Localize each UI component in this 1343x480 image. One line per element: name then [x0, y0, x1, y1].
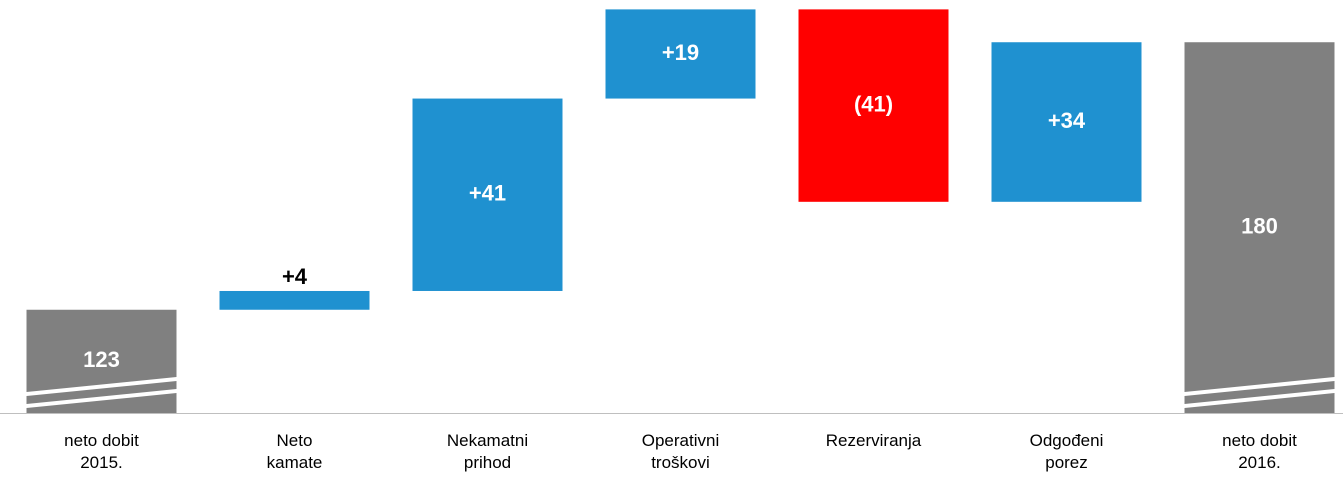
x-tick-label: neto dobit 2016. [1222, 431, 1297, 472]
value-label: +41 [469, 181, 506, 206]
x-tick-label: neto dobit 2015. [64, 431, 139, 472]
value-label: +34 [1048, 108, 1086, 133]
value-label: +19 [662, 40, 699, 65]
bar [798, 9, 949, 202]
value-label: 123 [83, 347, 120, 372]
bar [1184, 42, 1335, 413]
axis-break [26, 389, 177, 408]
x-tick-label: Neto kamate [266, 431, 323, 472]
value-label: +4 [282, 264, 308, 289]
bar [26, 309, 177, 413]
value-label: (41) [854, 91, 893, 116]
value-label: 180 [1241, 213, 1278, 238]
x-tick-label: Odgođeni porez [1029, 431, 1104, 472]
bar [412, 98, 563, 291]
axis-break [1184, 377, 1335, 396]
x-tick-label: Operativni troškovi [641, 431, 720, 472]
bar [219, 290, 370, 310]
axis-break [26, 377, 177, 396]
x-tick-label: Nekamatni prihod [446, 431, 529, 472]
bar [991, 42, 1142, 202]
bar [605, 9, 756, 99]
x-tick-label: Rezerviranja [825, 431, 922, 450]
axis-break [1184, 389, 1335, 408]
